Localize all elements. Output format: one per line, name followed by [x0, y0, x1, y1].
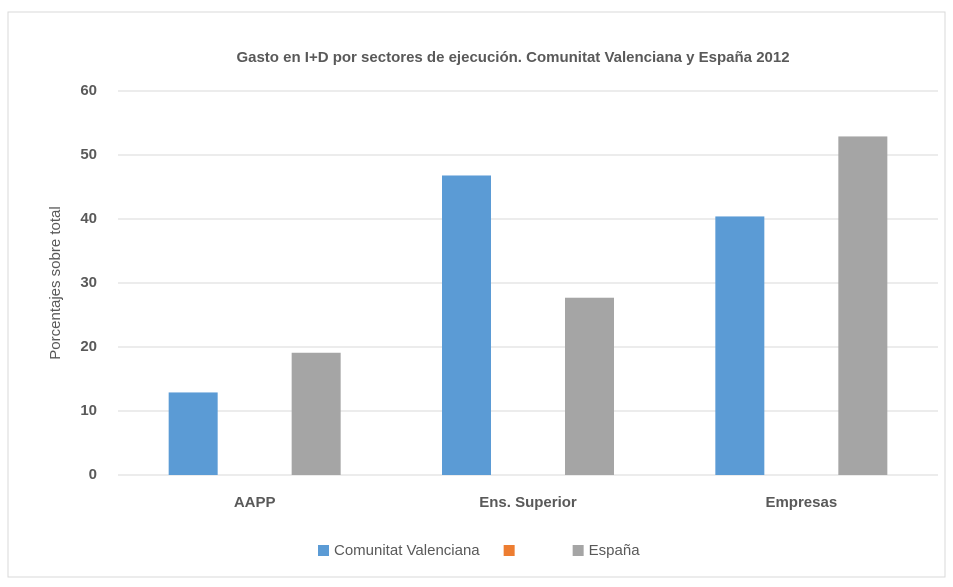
legend-label: España	[589, 542, 641, 559]
y-axis-label: Porcentajes sobre total	[47, 206, 64, 359]
legend-swatch	[318, 545, 329, 556]
x-tick-label: Empresas	[765, 494, 837, 511]
y-tick-label: 60	[80, 82, 97, 99]
bar	[565, 297, 614, 475]
bar	[838, 136, 888, 475]
bar	[291, 352, 341, 475]
y-tick-label: 50	[80, 146, 97, 163]
y-tick-label: 20	[80, 338, 97, 355]
y-tick-label: 40	[80, 210, 97, 227]
chart-title: Gasto en I+D por sectores de ejecución. …	[236, 49, 789, 66]
y-tick-label: 0	[89, 466, 97, 483]
legend-label: Comunitat Valenciana	[334, 542, 480, 559]
bar	[168, 392, 218, 475]
y-tick-label: 30	[80, 274, 97, 291]
legend-swatch	[503, 545, 515, 556]
bar	[715, 216, 765, 475]
bar	[442, 175, 491, 476]
x-tick-label: Ens. Superior	[479, 494, 577, 511]
x-tick-label: AAPP	[234, 494, 276, 511]
legend-swatch	[572, 545, 584, 556]
y-tick-label: 10	[80, 402, 97, 419]
